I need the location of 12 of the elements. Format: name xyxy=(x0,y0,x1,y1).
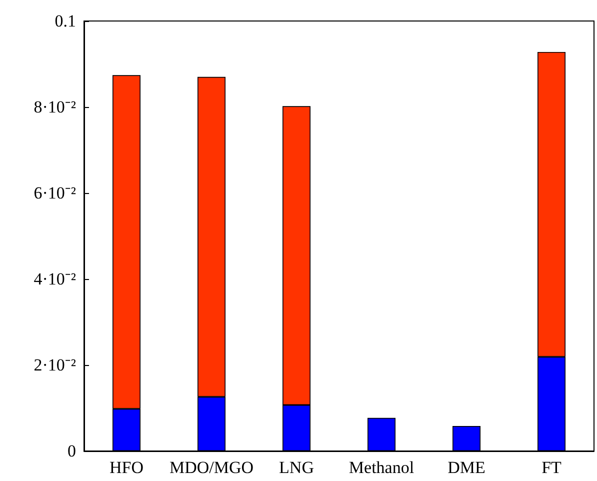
x-tick-label: LNG xyxy=(279,458,314,477)
y-tick-label: 2·10⁻² xyxy=(34,356,76,374)
x-tick-label: Methanol xyxy=(348,458,414,477)
x-tick-label: MDO/MGO xyxy=(169,458,254,477)
y-tick-label: 8·10⁻² xyxy=(34,98,76,116)
y-tick-label: 0.1 xyxy=(54,12,76,30)
x-tick-label: HFO xyxy=(109,458,144,477)
x-tick-label: DME xyxy=(448,458,486,477)
y-tick-label: 0 xyxy=(68,442,76,460)
y-tick-label: 4·10⁻² xyxy=(34,270,76,288)
y-tick-label: 6·10⁻² xyxy=(34,184,76,202)
x-tick-label: FT xyxy=(542,458,562,477)
